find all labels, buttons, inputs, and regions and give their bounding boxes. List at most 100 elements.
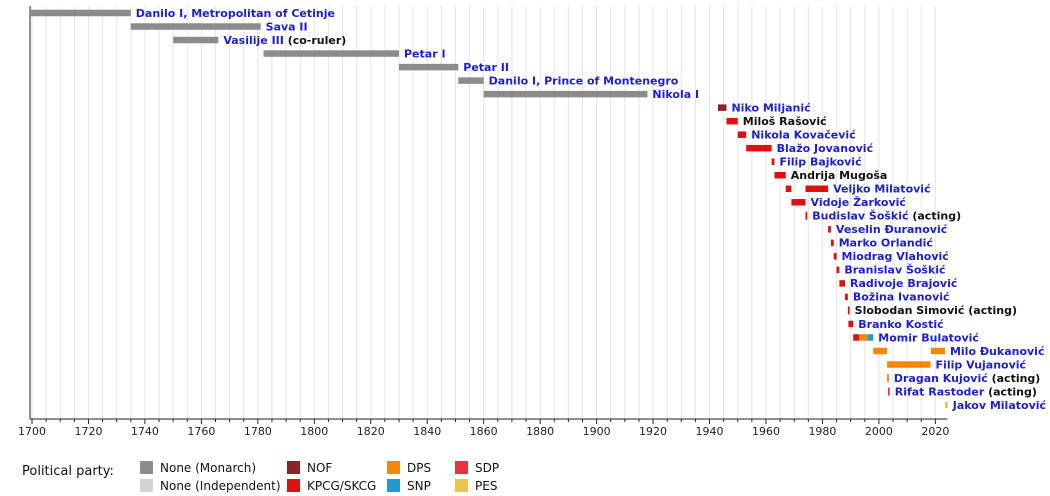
person-label-link[interactable]: Branislav Šoškić — [844, 264, 946, 277]
legend-label-independent: None (Independent) — [160, 479, 281, 493]
timeline-bar-kpcg — [774, 171, 786, 179]
timeline-bar-dps[interactable] — [859, 334, 868, 341]
person-label-link[interactable]: Dragan Kujović (acting) — [894, 372, 1040, 385]
axis-tick-label: 2020 — [921, 425, 949, 438]
timeline-bar-monarch[interactable] — [30, 9, 131, 17]
person-label-link[interactable]: Blažo Jovanović — [777, 142, 874, 155]
timeline-bar-monarch[interactable] — [483, 90, 648, 98]
timeline-bar-dps[interactable] — [930, 347, 945, 355]
legend-label-nof: NOF — [307, 461, 332, 475]
person-label-link[interactable]: Miodrag Vlahović — [842, 250, 950, 263]
timeline-bar-kpcg[interactable] — [845, 293, 848, 301]
timeline-bar-kpcg[interactable] — [853, 334, 860, 341]
legend-label-snp: SNP — [407, 479, 431, 493]
timeline-bar-dps[interactable] — [887, 361, 931, 368]
person-label: Andrija Mugoša — [791, 169, 888, 182]
axis-tick-label: 1820 — [357, 425, 385, 438]
person-label-link[interactable]: Rifat Rastoder (acting) — [895, 385, 1037, 398]
timeline-bar-snp[interactable] — [867, 334, 874, 341]
timeline-bar-kpcg[interactable] — [771, 158, 775, 165]
person-label-link[interactable]: Danilo I, Metropolitan of Cetinje — [136, 7, 335, 20]
timeline-tick-dps — [887, 374, 889, 383]
timeline-bar-kpcg[interactable] — [746, 144, 772, 152]
timeline-tick-sdp — [887, 387, 890, 396]
person-label-link[interactable]: Momir Bulatović — [878, 331, 979, 344]
legend-swatch-nof — [287, 461, 300, 474]
timeline-bar-monarch[interactable] — [263, 50, 399, 57]
timeline-bar-kpcg[interactable] — [848, 320, 854, 328]
person-label-link[interactable]: Filip Vujanović — [936, 358, 1027, 371]
timeline-bar-dps[interactable] — [873, 347, 888, 355]
person-label-link[interactable]: Filip Bajković — [779, 156, 862, 169]
person-label-link[interactable]: Radivoje Brajović — [850, 277, 958, 290]
timeline-bar-nof[interactable] — [717, 104, 727, 111]
timeline-bar-kpcg[interactable] — [836, 266, 840, 274]
person-label-link[interactable]: Milo Đukanović — [950, 345, 1045, 358]
person-label-link[interactable]: Niko Miljanić — [731, 101, 811, 114]
timeline-bar-pes[interactable] — [944, 401, 948, 409]
timeline-tick-kpcg — [847, 306, 850, 315]
person-label-link[interactable]: Veselin Đuranović — [836, 223, 948, 236]
axis-tick-label: 1800 — [300, 425, 328, 438]
person-label-link[interactable]: Branko Kostić — [858, 318, 944, 331]
axis-tick-label: 1840 — [413, 425, 441, 438]
person-label-link[interactable]: Danilo I, Prince of Montenegro — [489, 74, 679, 87]
timeline-bar-kpcg[interactable] — [785, 185, 792, 193]
timeline-bar-kpcg[interactable] — [805, 185, 829, 193]
timeline-bar-kpcg[interactable] — [791, 199, 806, 206]
axis-tick-label: 1780 — [244, 425, 272, 438]
person-label-link[interactable]: Veljko Milatović — [833, 183, 931, 196]
legend-swatch-pes — [455, 479, 468, 492]
timeline-bar-kpcg[interactable] — [737, 131, 747, 138]
timeline-bar-kpcg[interactable] — [839, 280, 846, 287]
timeline-bar-kpcg[interactable] — [830, 239, 834, 247]
person-label-link[interactable]: Budislav Šoškić (acting) — [812, 210, 961, 223]
axis-tick-label: 1720 — [74, 425, 102, 438]
person-label-link[interactable]: Jakov Milatović — [952, 399, 1047, 412]
legend-label-sdp: SDP — [475, 461, 499, 475]
person-label-link[interactable]: Vidoje Žarković — [811, 196, 907, 209]
person-label-link[interactable]: Petar I — [404, 47, 446, 60]
person-label-link[interactable]: Marko Orlandić — [839, 237, 934, 250]
axis-tick-label: 1740 — [131, 425, 159, 438]
axis-tick-label: 1860 — [470, 425, 498, 438]
axis-tick-label: 1940 — [696, 425, 724, 438]
timeline-bar-monarch[interactable] — [130, 23, 261, 30]
timeline-bar-kpcg — [726, 117, 738, 125]
legend-label-monarch: None (Monarch) — [160, 461, 256, 475]
timeline-bar-monarch[interactable] — [173, 36, 219, 44]
legend-label-kpcg: KPCG/SKCG — [307, 479, 376, 493]
legend-swatch-kpcg — [287, 479, 300, 492]
person-label-link[interactable]: Petar II — [463, 61, 509, 74]
person-label-link[interactable]: Nikola I — [652, 88, 699, 101]
axis-tick-label: 2000 — [865, 425, 893, 438]
axis-tick-label: 1700 — [18, 425, 46, 438]
axis-tick-label: 1920 — [639, 425, 667, 438]
x-axis: 1700 1720 1740 1760 1780 1800 1820 1840 1860 1880… — [18, 6, 949, 438]
timeline-bar-monarch[interactable] — [398, 63, 459, 71]
person-label-link[interactable]: Nikola Kovačević — [751, 128, 856, 141]
timeline-bar-kpcg[interactable] — [833, 253, 837, 260]
axis-tick-label: 1960 — [752, 425, 780, 438]
legend-label-pes: PES — [475, 479, 497, 493]
timeline-bars — [30, 9, 948, 409]
axis-tick-label: 1900 — [583, 425, 611, 438]
gridlines — [31, 6, 936, 419]
person-label-link[interactable]: Sava II — [266, 20, 308, 33]
legend-swatch-sdp — [455, 461, 468, 474]
legend: Political party: None (Monarch) None (Ind… — [22, 461, 499, 493]
legend-label-dps: DPS — [407, 461, 431, 475]
legend-swatch-dps — [387, 461, 400, 474]
person-label-link[interactable]: Božina Ivanović — [853, 291, 950, 304]
person-label: Slobodan Simović (acting) — [855, 304, 1017, 317]
timeline-bar-kpcg[interactable] — [828, 226, 831, 233]
axis-tick-label: 1880 — [526, 425, 554, 438]
timeline-bar-monarch[interactable] — [458, 77, 484, 84]
legend-swatch-monarch — [140, 461, 153, 474]
legend-title: Political party: — [22, 464, 114, 479]
person-label: Miloš Rašović — [743, 115, 827, 128]
person-label-link[interactable]: Vasilije III (co-ruler) — [223, 34, 346, 47]
axis-tick-label: 1980 — [808, 425, 836, 438]
